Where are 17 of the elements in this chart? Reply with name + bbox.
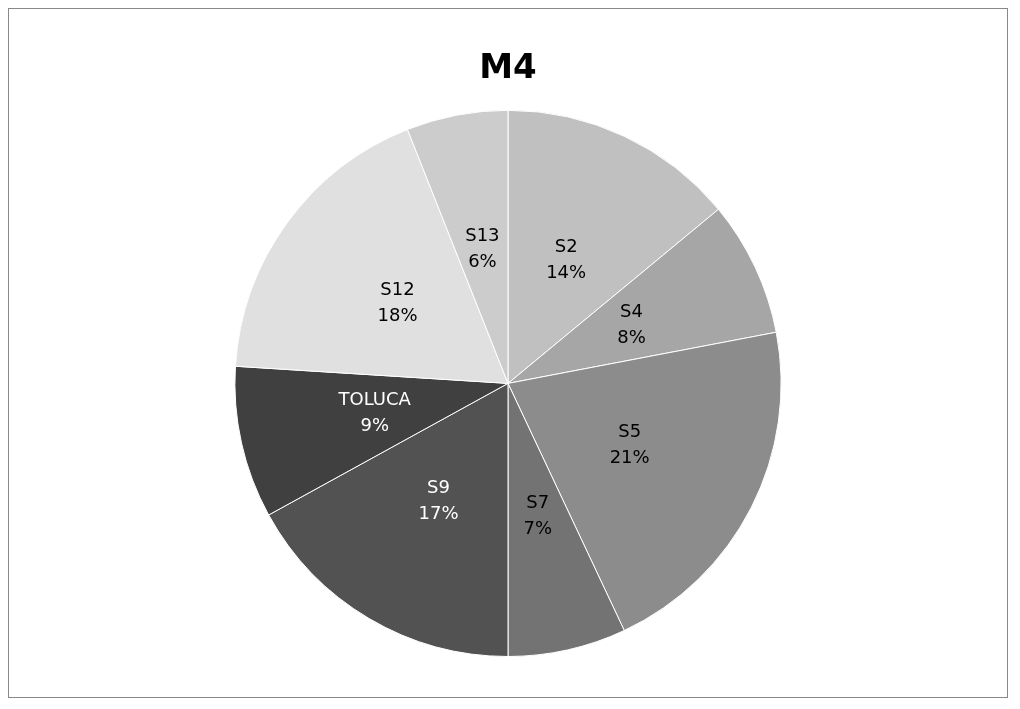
- slice-label: S2: [554, 234, 578, 256]
- data-label: 18%: [377, 303, 418, 325]
- slice-label: S4: [620, 299, 643, 321]
- slice-label: S5: [618, 420, 642, 442]
- slice-label: S13: [465, 223, 500, 245]
- slice-label: TOLUCA: [337, 387, 412, 409]
- data-label: 8%: [617, 325, 646, 347]
- chart-title: M4: [479, 46, 537, 87]
- data-label: 7%: [523, 517, 553, 539]
- data-label: 6%: [468, 249, 497, 271]
- slice-label: S9: [427, 475, 450, 497]
- data-label: 14%: [546, 260, 587, 282]
- slice-label: S12: [380, 277, 415, 299]
- data-label: 21%: [609, 446, 650, 468]
- data-label: 9%: [360, 413, 390, 435]
- data-label: 17%: [418, 501, 459, 523]
- slice-label: S7: [526, 491, 550, 513]
